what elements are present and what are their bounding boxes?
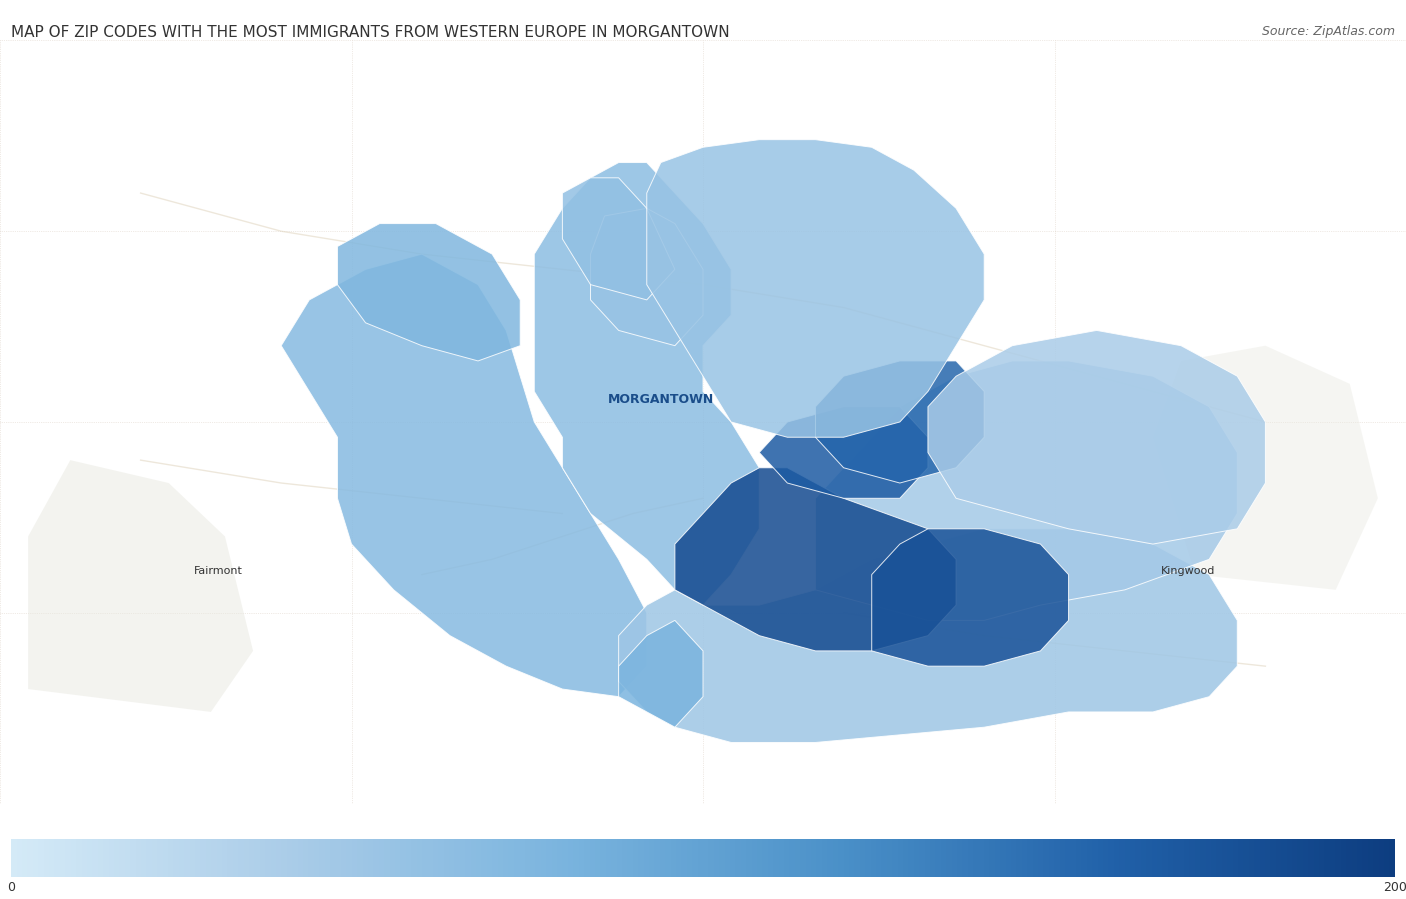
- Text: MORGANTOWN: MORGANTOWN: [607, 393, 714, 405]
- Polygon shape: [337, 224, 520, 360]
- Text: Source: ZipAtlas.com: Source: ZipAtlas.com: [1261, 25, 1395, 38]
- Polygon shape: [619, 620, 703, 727]
- Polygon shape: [619, 529, 1237, 743]
- Polygon shape: [28, 460, 253, 712]
- Polygon shape: [815, 360, 1237, 620]
- Polygon shape: [759, 406, 928, 498]
- Polygon shape: [591, 209, 703, 346]
- Polygon shape: [928, 331, 1265, 544]
- Polygon shape: [647, 139, 984, 437]
- Polygon shape: [281, 254, 647, 697]
- Polygon shape: [562, 178, 675, 300]
- Polygon shape: [1153, 346, 1378, 590]
- Polygon shape: [675, 467, 956, 651]
- Polygon shape: [534, 163, 759, 605]
- Polygon shape: [872, 529, 1069, 666]
- Polygon shape: [815, 360, 984, 483]
- Text: Kingwood: Kingwood: [1161, 565, 1215, 575]
- Text: MAP OF ZIP CODES WITH THE MOST IMMIGRANTS FROM WESTERN EUROPE IN MORGANTOWN: MAP OF ZIP CODES WITH THE MOST IMMIGRANT…: [11, 25, 730, 40]
- Text: Fairmont: Fairmont: [194, 565, 242, 575]
